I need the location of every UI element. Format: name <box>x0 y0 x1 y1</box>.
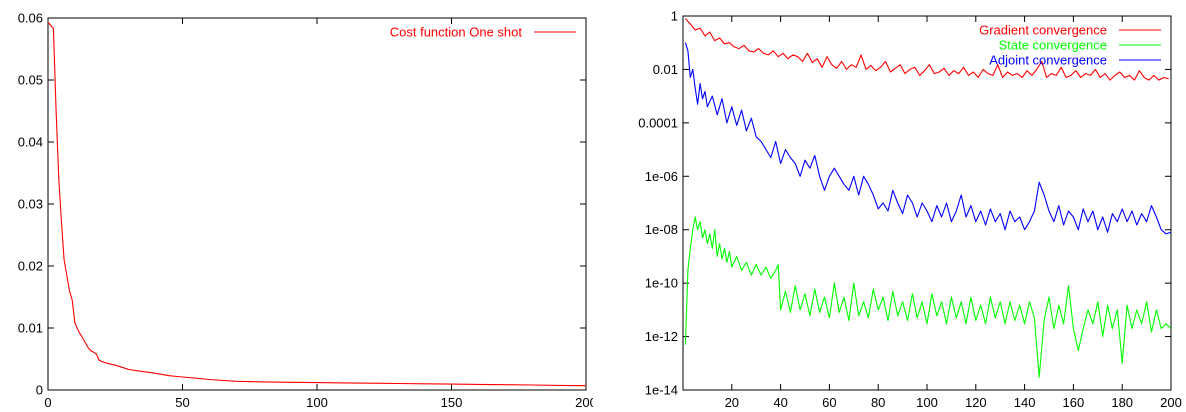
y-tick-label: 1e-08 <box>645 222 678 237</box>
x-tick-label: 180 <box>1111 395 1133 410</box>
x-tick-label: 100 <box>306 395 328 410</box>
y-tick-label: 0.01 <box>18 321 43 336</box>
y-tick-label: 1 <box>671 9 678 24</box>
y-tick-label: 0 <box>36 383 43 398</box>
plot-frame <box>47 17 587 391</box>
series-line-state-convergence <box>684 216 1172 378</box>
y-tick-label: 1e-14 <box>645 383 678 398</box>
x-tick-label: 120 <box>965 395 987 410</box>
x-tick-label: 100 <box>916 395 938 410</box>
y-tick-label: 0.05 <box>18 73 43 88</box>
x-tick-label: 160 <box>1063 395 1085 410</box>
y-tick-label: 0.04 <box>18 135 43 150</box>
series-line-cost-function-one-shot <box>47 21 587 387</box>
y-tick-label: 1e-12 <box>645 329 678 344</box>
legend-label-gradient-convergence: Gradient convergence <box>979 23 1107 38</box>
x-tick-label: 50 <box>175 395 189 410</box>
x-tick-label: 200 <box>1160 395 1182 410</box>
convergence-chart: 1 0.01 0.0001 1e-06 1e-08 1e-10 1e-12 1e-14 20 40… <box>638 9 1182 411</box>
x-tick-label: 60 <box>822 395 836 410</box>
y-tick-label: 0.03 <box>18 197 43 212</box>
cost-function-chart: 0 0.01 0.02 0.03 0.04 0.05 0.06 0 50 100 150 200 Cos… <box>18 11 593 411</box>
legend-label-adjoint-convergence: Adjoint convergence <box>989 53 1107 68</box>
x-tick-label: 80 <box>871 395 885 410</box>
y-tick-label: 0.01 <box>653 62 678 77</box>
x-tick-label: 0 <box>44 395 51 410</box>
x-tick-label: 140 <box>1014 395 1036 410</box>
series-line-gradient-convergence <box>684 18 1169 81</box>
x-tick-label: 20 <box>725 395 739 410</box>
y-tick-label: 0.0001 <box>638 115 678 130</box>
y-tick-label: 0.02 <box>18 259 43 274</box>
y-tick-label: 1e-10 <box>645 276 678 291</box>
x-tick-label: 200 <box>575 395 593 410</box>
legend-label-cost-function-one-shot: Cost function One shot <box>390 25 523 40</box>
y-tick-label: 1e-06 <box>645 169 678 184</box>
plot-frame <box>682 15 1172 391</box>
legend-label-state-convergence: State convergence <box>999 38 1107 53</box>
x-tick-label: 40 <box>773 395 787 410</box>
series-line-adjoint-convergence <box>684 42 1172 235</box>
y-tick-label: 0.06 <box>18 11 43 26</box>
x-tick-label: 150 <box>441 395 463 410</box>
